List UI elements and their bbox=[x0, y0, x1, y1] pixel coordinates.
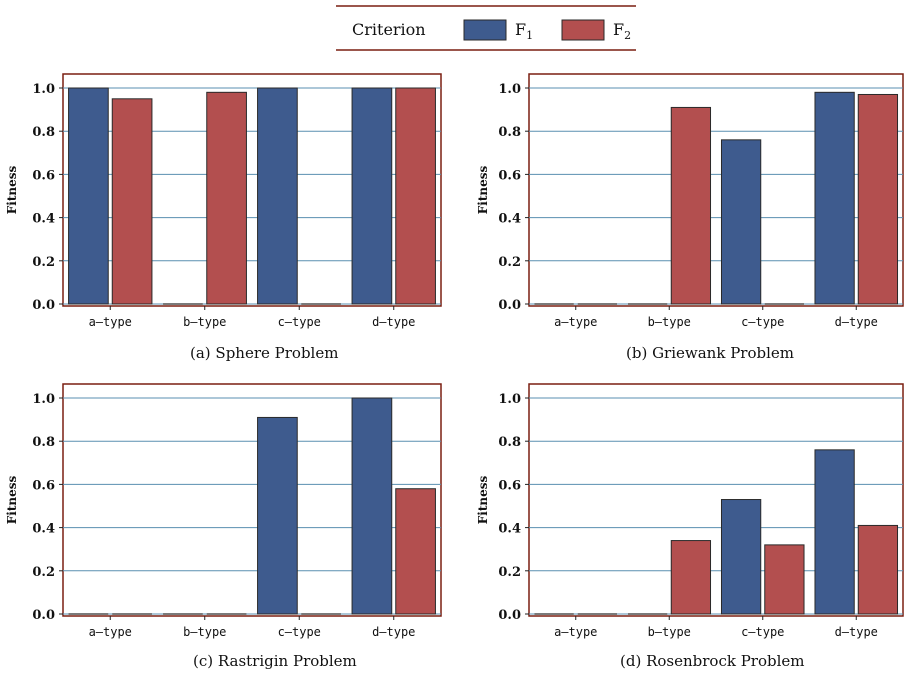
panel-caption: (c) Rastrigin Problem bbox=[193, 652, 357, 670]
x-tick-label: c–type bbox=[741, 315, 784, 329]
chart-panel-2: 0.0 0.2 0.4 0.6 0.8 1.0 a–type b–type c–type d–ty… bbox=[5, 383, 442, 670]
x-tick-label: c–type bbox=[741, 625, 784, 639]
legend-swatch-f1 bbox=[463, 19, 507, 41]
x-tick-label: b–type bbox=[648, 315, 691, 329]
x-tick-label: b–type bbox=[183, 315, 226, 329]
x-tick-label: a–type bbox=[554, 625, 597, 639]
bar-f2-1 bbox=[670, 540, 712, 615]
bar-f1-0 bbox=[68, 87, 109, 305]
bar-f1-3 bbox=[351, 397, 393, 615]
bar-f1-2 bbox=[257, 87, 298, 305]
x-tick-label: d–type bbox=[835, 315, 878, 329]
bar-f1-3 bbox=[814, 449, 855, 615]
bar-f1-2 bbox=[720, 139, 762, 305]
y-tick-label: 1.0 bbox=[32, 82, 55, 97]
bar-f2-3 bbox=[857, 93, 899, 305]
bar-f2-3 bbox=[857, 524, 899, 615]
x-tick-label: c–type bbox=[278, 625, 321, 639]
legend-swatch-f2 bbox=[561, 19, 605, 41]
x-tick-label: d–type bbox=[372, 625, 415, 639]
bar-f2-0 bbox=[111, 98, 153, 305]
y-tick-label: 0.0 bbox=[32, 608, 55, 623]
bar-f2-1 bbox=[206, 91, 247, 305]
chart-panel-3: 0.0 0.2 0.4 0.6 0.8 1.0 a–type b–type c–type d–ty… bbox=[476, 383, 904, 670]
y-tick-label: 1.0 bbox=[32, 392, 55, 407]
y-axis-label: Fitness bbox=[5, 166, 19, 215]
bar-f2-2 bbox=[764, 544, 805, 615]
bar-f1-3 bbox=[351, 87, 393, 305]
legend-label-f1-sub: 1 bbox=[526, 29, 533, 42]
panels: 0.0 0.2 0.4 0.6 0.8 1.0 a–type b–type c–type d–ty… bbox=[5, 73, 904, 670]
y-tick-label: 0.4 bbox=[32, 522, 55, 537]
x-tick-label: a–type bbox=[89, 625, 132, 639]
y-tick-label: 0.6 bbox=[498, 478, 521, 493]
x-tick-label: a–type bbox=[89, 315, 132, 329]
legend-title: Criterion bbox=[352, 20, 426, 39]
y-tick-label: 0.2 bbox=[32, 255, 55, 270]
y-tick-label: 0.0 bbox=[498, 298, 521, 313]
legend: Criterion F1 F2 bbox=[336, 5, 636, 51]
legend-label-f1: F1 bbox=[515, 20, 533, 42]
y-tick-label: 1.0 bbox=[498, 392, 521, 407]
y-tick-label: 0.8 bbox=[498, 435, 521, 450]
x-tick-label: d–type bbox=[372, 315, 415, 329]
legend-label-f2-main: F bbox=[613, 20, 624, 39]
y-tick-label: 0.4 bbox=[498, 212, 521, 227]
bar-f1-2 bbox=[257, 416, 298, 615]
panel-caption: (b) Griewank Problem bbox=[626, 344, 794, 362]
x-tick-label: d–type bbox=[835, 625, 878, 639]
x-tick-label: b–type bbox=[183, 625, 226, 639]
y-axis-label: Fitness bbox=[476, 166, 490, 215]
bar-f1-2 bbox=[720, 499, 762, 615]
y-tick-label: 0.4 bbox=[498, 522, 521, 537]
bar-f1-3 bbox=[814, 91, 855, 305]
y-tick-label: 0.8 bbox=[32, 435, 55, 450]
y-axis-label: Fitness bbox=[5, 476, 19, 525]
legend-label-f2: F2 bbox=[613, 20, 631, 42]
x-tick-label: c–type bbox=[278, 315, 321, 329]
y-tick-label: 0.2 bbox=[32, 565, 55, 580]
panel-caption: (d) Rosenbrock Problem bbox=[620, 652, 805, 670]
y-tick-label: 0.2 bbox=[498, 565, 521, 580]
x-tick-label: a–type bbox=[554, 315, 597, 329]
panel-caption: (a) Sphere Problem bbox=[190, 344, 338, 362]
y-tick-label: 0.8 bbox=[32, 125, 55, 140]
bar-f2-3 bbox=[395, 87, 436, 305]
y-tick-label: 0.0 bbox=[498, 608, 521, 623]
bar-f2-1 bbox=[670, 106, 712, 305]
y-axis-label: Fitness bbox=[476, 476, 490, 525]
legend-label-f1-main: F bbox=[515, 20, 526, 39]
y-tick-label: 0.6 bbox=[498, 168, 521, 183]
chart-panel-0: 0.0 0.2 0.4 0.6 0.8 1.0 a–type b–type c–type d–ty… bbox=[5, 73, 442, 362]
y-tick-label: 0.0 bbox=[32, 298, 55, 313]
legend-label-f2-sub: 2 bbox=[624, 29, 631, 42]
x-tick-label: b–type bbox=[648, 625, 691, 639]
y-tick-label: 0.6 bbox=[32, 168, 55, 183]
y-tick-label: 0.8 bbox=[498, 125, 521, 140]
y-tick-label: 0.6 bbox=[32, 478, 55, 493]
y-tick-label: 1.0 bbox=[498, 82, 521, 97]
y-tick-label: 0.2 bbox=[498, 255, 521, 270]
y-tick-label: 0.4 bbox=[32, 212, 55, 227]
chart-panel-1: 0.0 0.2 0.4 0.6 0.8 1.0 a–type b–type c–type d–ty… bbox=[476, 73, 904, 362]
bar-f2-3 bbox=[395, 488, 436, 615]
